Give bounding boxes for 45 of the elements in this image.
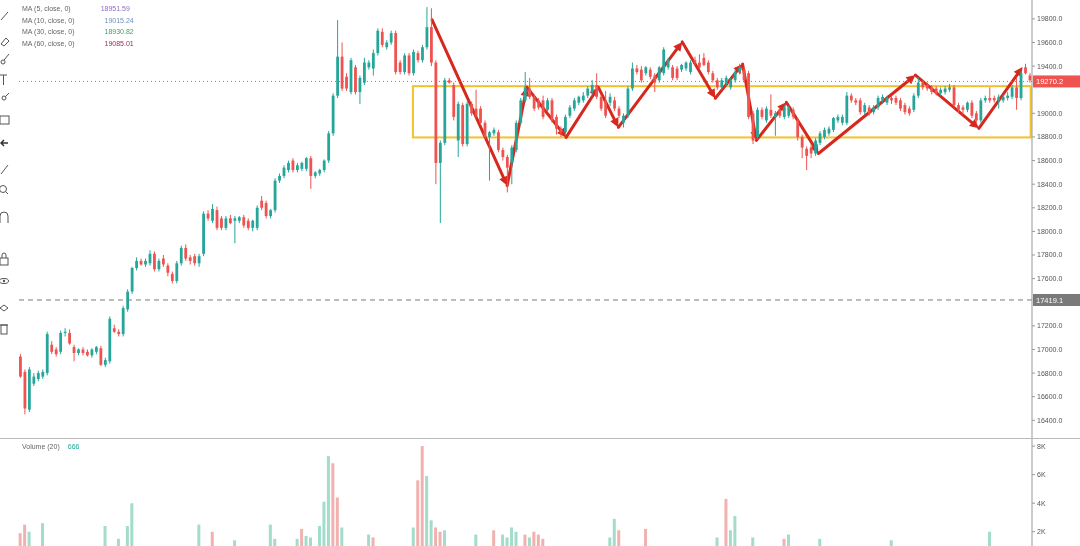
candlestick (501, 147, 505, 162)
candlestick (631, 62, 634, 92)
candlestick (166, 262, 170, 277)
candlestick (59, 330, 63, 355)
candlestick (796, 117, 800, 141)
candlestick (19, 353, 22, 379)
candlestick (363, 57, 366, 86)
candlestick (773, 110, 777, 137)
candlestick (497, 129, 500, 153)
candlestick (380, 27, 384, 48)
candlestick (438, 139, 442, 224)
candlestick (371, 49, 375, 77)
candlestick (412, 49, 415, 77)
candlestick (510, 144, 514, 185)
candlestick (153, 250, 156, 273)
candlestick (662, 46, 666, 77)
candlestick (505, 154, 509, 193)
candlestick (635, 64, 639, 75)
candlestick (255, 204, 259, 231)
candlestick (130, 266, 134, 295)
candlestick (800, 134, 804, 159)
candlestick (175, 260, 179, 284)
candlestick (805, 145, 809, 171)
candlestick (211, 203, 214, 224)
candlestick (479, 105, 482, 126)
candlestick (523, 71, 527, 104)
candlestick (376, 27, 380, 56)
candlestick (769, 93, 773, 119)
candlestick (197, 253, 201, 268)
candlestick (912, 92, 916, 113)
candlestick (564, 114, 567, 136)
candlestick (916, 76, 920, 99)
candlestick (309, 155, 313, 190)
candlestick (555, 114, 558, 136)
candlestick (702, 52, 706, 67)
candlestick (604, 90, 608, 119)
candlestick (233, 215, 237, 244)
candlestick (488, 130, 491, 182)
candlestick (943, 85, 947, 95)
candlestick (99, 345, 103, 367)
candlestick (179, 245, 183, 267)
candlestick (979, 97, 983, 124)
candlestick (403, 52, 407, 75)
candlestick (519, 97, 523, 126)
candlestick (63, 327, 67, 337)
